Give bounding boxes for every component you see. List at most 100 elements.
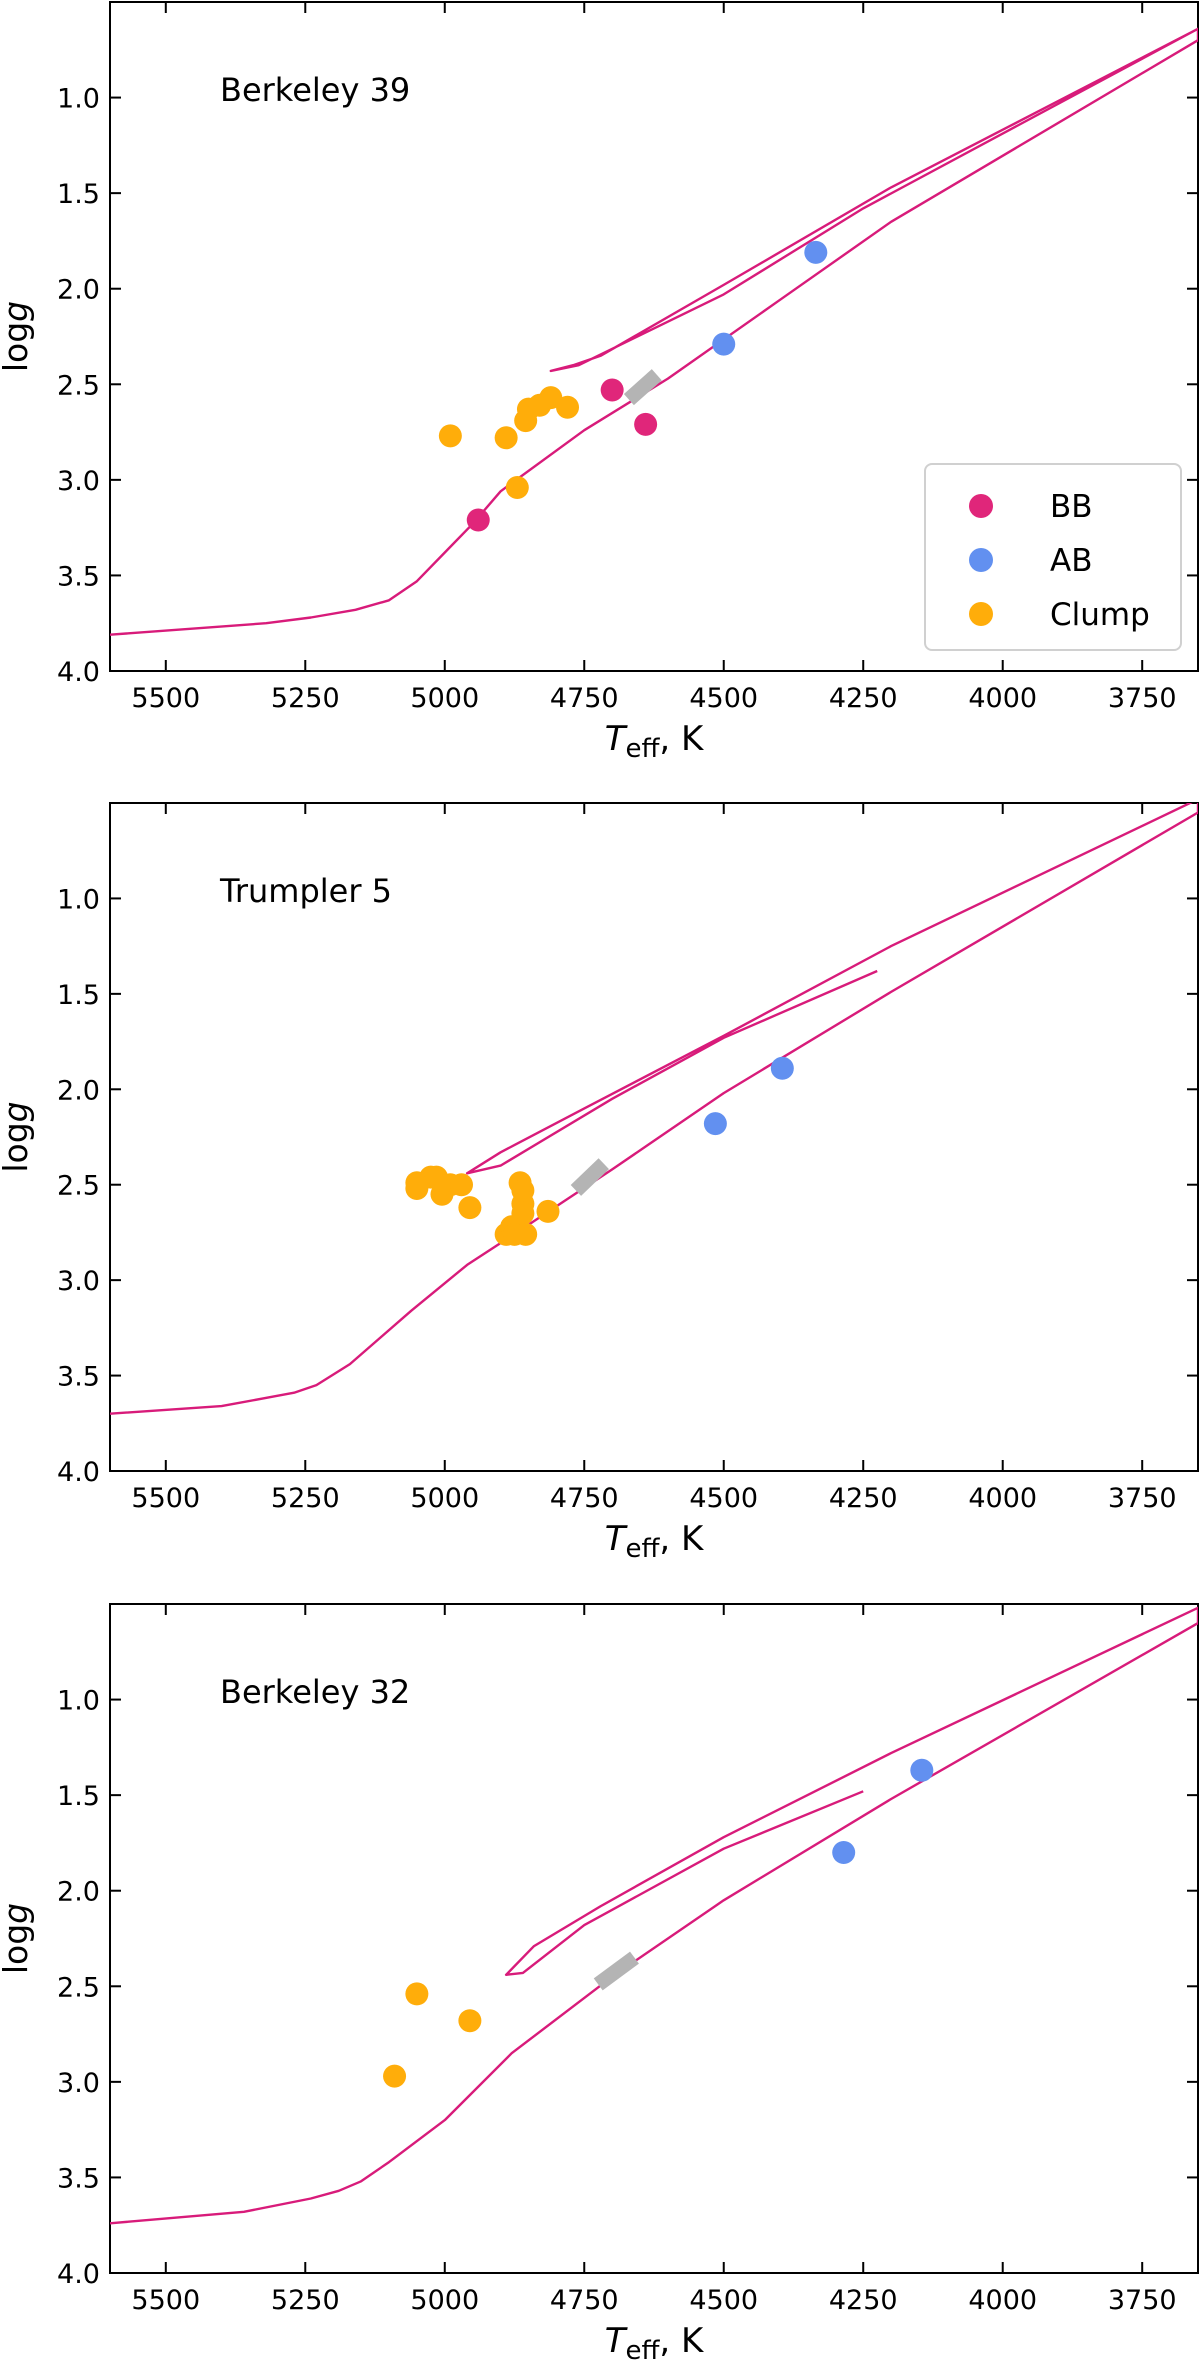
panel-2-ylabel: logg xyxy=(0,1101,35,1172)
panel-2-ytick-label: 1.5 xyxy=(57,980,100,1011)
panel-2-ylabel-main: log xyxy=(0,1122,35,1172)
panel-1-axes-frame xyxy=(109,1,1199,672)
panel-2-xtick-label: 5000 xyxy=(410,1483,479,1514)
panel-1-xtick-label: 4250 xyxy=(829,683,898,714)
panel-1-xtick-label: 5250 xyxy=(271,683,340,714)
panel-2-ytick-label: 4.0 xyxy=(57,1457,100,1488)
panel-2-xlabel-main: T xyxy=(605,1519,628,1559)
panel-2-ytick-label: 1.0 xyxy=(57,884,100,915)
panel-2-xlabel: Teff, K xyxy=(605,1519,705,1564)
panel-2-xlabel-unit: , K xyxy=(659,1519,705,1559)
panel-1-legend-marker-bb xyxy=(969,494,993,518)
panel-3-ytick-label: 4.0 xyxy=(57,2259,100,2290)
panel-2-ytick-label: 3.5 xyxy=(57,1362,100,1393)
panel-3-xtick-label: 4250 xyxy=(829,2285,898,2316)
panel-2-xtick-label: 5500 xyxy=(131,1483,200,1514)
panel-1-legend-label-clump: Clump xyxy=(1050,597,1150,633)
panel-3: 5500 5250 5000 4750 4500 4250 4000 3750 1.0 1.5 2.… xyxy=(0,1603,1199,2363)
panel-2-title: Trumpler 5 xyxy=(219,872,392,910)
panel-3-xtick-label: 3750 xyxy=(1108,2285,1177,2316)
panel-1-ytick-label: 2.5 xyxy=(57,370,100,401)
panel-2-ab-point-2 xyxy=(770,1056,794,1080)
panel-1-bb-point-2 xyxy=(600,378,624,402)
panel-2-clump-point-7 xyxy=(450,1173,474,1197)
panel-1-ytick-label: 1.5 xyxy=(57,179,100,210)
panel-2-axes-frame xyxy=(109,802,1199,1472)
panel-1-xlabel-sub: eff xyxy=(625,734,660,764)
panel-2-clump-point-17 xyxy=(536,1199,560,1223)
panel-2: 5500 5250 5000 4750 4500 4250 4000 3750 1.0 1.5 2.… xyxy=(0,802,1199,1564)
panel-3-clump-point-1 xyxy=(405,1982,429,2006)
panel-1-isochrone-line xyxy=(110,27,1198,636)
panel-1-title: Berkeley 39 xyxy=(220,71,410,109)
panel-1-ytick-label: 2.0 xyxy=(57,275,100,306)
panel-3-ylabel-italic: g xyxy=(0,1903,35,1924)
panel-3-ytick-label: 1.5 xyxy=(57,1781,100,1812)
panel-1-bb-point-3 xyxy=(634,412,658,436)
panel-1-ylabel-italic: g xyxy=(0,301,35,322)
panel-1-clump-point-7 xyxy=(539,386,563,410)
panel-3-xlabel-unit: , K xyxy=(659,2321,705,2361)
panel-1-xlabel-main: T xyxy=(605,719,628,759)
panel-3-ab-point-1 xyxy=(832,1840,856,1864)
panel-1-ylabel: logg xyxy=(0,301,35,372)
panel-3-ytick-label: 3.0 xyxy=(57,2068,100,2099)
panel-1-plot-area xyxy=(110,27,1198,636)
panel-1-bb-point-1 xyxy=(466,508,490,532)
panel-1-legend-marker-ab xyxy=(969,548,993,572)
panel-1-xtick-label: 5500 xyxy=(131,683,200,714)
panel-2-xtick-label: 4000 xyxy=(968,1483,1037,1514)
panel-1-xtick-label: 3750 xyxy=(1108,683,1177,714)
panel-1-clump-point-1 xyxy=(438,424,462,448)
panel-1-xtick-label: 4000 xyxy=(968,683,1037,714)
panel-3-xlabel-main: T xyxy=(605,2321,628,2361)
panel-2-ytick-label: 2.0 xyxy=(57,1075,100,1106)
panel-2-xtick-label: 4250 xyxy=(829,1483,898,1514)
panel-2-isochrone-line xyxy=(110,803,1198,1415)
panel-1-clump-point-8 xyxy=(556,395,580,419)
panel-1-legend-label-ab: AB xyxy=(1050,543,1092,579)
panel-1-ab-point-1 xyxy=(712,332,736,356)
panel-2-ytick-label: 2.5 xyxy=(57,1171,100,1202)
panel-1-xlabel: Teff, K xyxy=(605,719,705,764)
panel-3-isochrone-line xyxy=(110,1606,1198,2225)
panel-1-ytick-label: 1.0 xyxy=(57,84,100,115)
panel-1-legend-label-bb: BB xyxy=(1050,489,1093,525)
panel-1-xtick-label: 5000 xyxy=(410,683,479,714)
panel-1: 5500 5250 5000 4750 4500 4250 4000 3750 1.0 1.5 2.… xyxy=(0,1,1199,764)
panel-2-ab-point-1 xyxy=(703,1112,727,1136)
panel-1-clump-point-3 xyxy=(505,476,529,500)
panel-3-xtick-label: 4500 xyxy=(689,2285,758,2316)
panel-1-ytick-label: 3.0 xyxy=(57,466,100,497)
panel-2-ytick-label: 3.0 xyxy=(57,1266,100,1297)
panel-1-ylabel-main: log xyxy=(0,322,35,372)
panel-3-ytick-label: 3.5 xyxy=(57,2163,100,2194)
panel-2-xtick-label: 4500 xyxy=(689,1483,758,1514)
panel-3-xtick-label: 4750 xyxy=(550,2285,619,2316)
panel-1-xtick-label: 4500 xyxy=(689,683,758,714)
panel-2-clump-point-15 xyxy=(511,1201,535,1225)
panel-2-xtick-label: 3750 xyxy=(1108,1483,1177,1514)
panel-3-clump-marker xyxy=(593,1951,639,1991)
panel-3-xtick-label: 4000 xyxy=(968,2285,1037,2316)
panel-3-ytick-label: 2.0 xyxy=(57,1877,100,1908)
panel-1-legend: BB AB Clump xyxy=(924,463,1182,651)
panel-1-xlabel-unit: , K xyxy=(659,719,705,759)
panel-3-ytick-label: 2.5 xyxy=(57,1972,100,2003)
panel-2-xlabel-sub: eff xyxy=(625,1534,660,1564)
panel-3-xtick-label: 5250 xyxy=(271,2285,340,2316)
panel-2-clump-point-16 xyxy=(514,1222,538,1246)
panel-1-ab-point-2 xyxy=(804,240,828,264)
panel-2-ylabel-italic: g xyxy=(0,1101,35,1122)
panel-1-ytick-label: 4.0 xyxy=(57,657,100,688)
panel-3-xlabel: Teff, K xyxy=(605,2321,705,2363)
panel-3-clump-point-3 xyxy=(383,2064,407,2088)
panel-1-clump-point-2 xyxy=(494,426,518,450)
panel-1-legend-marker-clump xyxy=(969,602,993,626)
panel-1-ytick-label: 3.5 xyxy=(57,561,100,592)
panel-2-clump-marker xyxy=(570,1158,609,1196)
panel-3-xtick-label: 5000 xyxy=(410,2285,479,2316)
panel-2-xtick-label: 5250 xyxy=(271,1483,340,1514)
panel-3-plot-area xyxy=(110,1606,1198,2225)
panel-3-xtick-label: 5500 xyxy=(131,2285,200,2316)
